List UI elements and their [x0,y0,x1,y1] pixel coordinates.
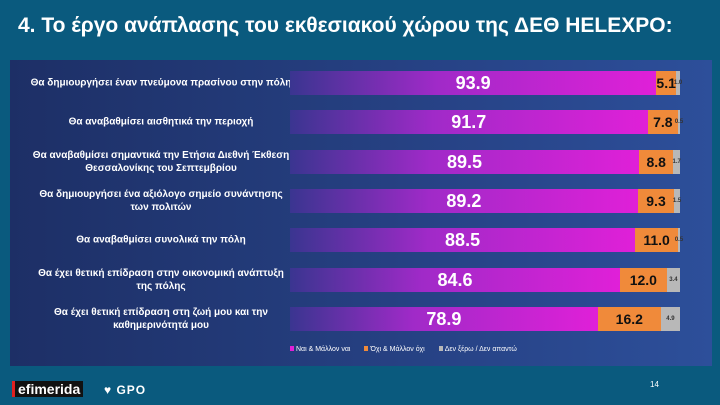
stacked-bar: 78.9 16.2 4.9 [290,307,680,331]
bar-segment-dontknow: 1.7 [673,150,681,174]
bar-segment-yes: 93.9 [290,71,657,95]
gpo-logo-text: GPO [116,383,147,397]
legend-label: Ναι & Μάλλον ναι [296,346,351,353]
row-label: Θα έχει θετική επίδραση στην οικονομική … [38,268,284,292]
bar-segment-dontknow: 0.5 [675,228,683,252]
row-label: Θα δημιουργήσει ένα αξιόλογο σημείο συνά… [39,189,283,213]
stacked-bar: 89.5 8.8 1.7 [290,150,681,174]
bar-segment-dontknow: 3.4 [666,268,680,292]
legend-swatch [364,346,369,351]
slide-title: 4. Το έργο ανάπλασης του εκθεσιακού χώρο… [18,14,673,37]
stacked-bar: 89.2 9.3 1.5 [290,189,681,213]
bar-segment-yes: 89.2 [290,189,638,213]
bar-segment-no: 12.0 [619,268,667,292]
chart-row: Θα δημιουργήσει έναν πνεύμονα πρασίνου σ… [10,71,712,95]
bar-segment-no: 16.2 [597,307,661,331]
stacked-bar: 91.7 7.8 0.5 [290,110,683,134]
legend-label: Δεν ξέρω / Δεν απαντώ [444,346,517,353]
chart-row: Θα έχει θετική επίδραση στη ζωή μου και … [10,307,712,331]
bar-segment-dontknow: 1.0 [674,71,682,95]
legend-item: Ναι & Μάλλον ναι [290,346,350,353]
bar-segment-no: 5.1 [656,71,677,95]
stacked-bar: 93.9 5.1 1.0 [290,71,682,95]
row-label: Θα αναβαθμίσει συνολικά την πόλη [76,234,246,246]
chart-row: Θα δημιουργήσει ένα αξιόλογο σημείο συνά… [10,189,712,213]
legend-item: Όχι & Μάλλον όχι [364,346,425,353]
row-label: Θα δημιουργήσει έναν πνεύμονα πρασίνου σ… [30,77,292,89]
legend-swatch [438,346,443,351]
legend-swatch [290,346,294,351]
bar-segment-dontknow: 1.5 [673,189,681,213]
row-label: Θα έχει θετική επίδραση στη ζωή μου και … [54,307,268,331]
bar-segment-no: 7.8 [647,110,679,134]
gpo-logo: ♥ GPO [104,383,147,397]
bar-segment-no: 9.3 [637,189,675,213]
legend-label: Όχι & Μάλλον όχι [370,346,425,353]
legend: Ναι & Μάλλον ναι Όχι & Μάλλον όχι Δεν ξέρω… [290,346,517,353]
bar-segment-yes: 88.5 [290,228,636,252]
chart-row: Θα αναβαθμίσει αισθητικά την περιοχή 91.7… [10,110,712,134]
efimerida-logo: efimerida [12,381,84,397]
legend-item: Δεν ξέρω / Δεν απαντώ [438,346,517,353]
bar-segment-no: 11.0 [635,228,679,252]
chart-row: Θα αναβαθμίσει συνολικά την πόλη 88.5 11.0… [10,228,712,252]
chart-row: Θα έχει θετική επίδραση στην οικονομική … [10,268,712,292]
bar-segment-dontknow: 0.5 [675,110,683,134]
row-label: Θα αναβαθμίσει αισθητικά την περιοχή [68,116,254,128]
page-number: 14 [650,380,659,389]
bar-segment-dontknow: 4.9 [660,307,680,331]
bar-segment-yes: 89.5 [290,150,640,174]
chart-row: Θα αναβαθμίσει σημαντικά την Ετήσια Διεθ… [10,150,712,174]
stacked-bar: 88.5 11.0 0.5 [290,228,683,252]
bar-segment-yes: 78.9 [290,307,598,331]
chart-panel: Θα δημιουργήσει έναν πνεύμονα πρασίνου σ… [10,60,712,366]
bar-segment-yes: 91.7 [290,110,648,134]
bar-segment-no: 8.8 [639,150,674,174]
stacked-bar: 84.6 12.0 3.4 [290,268,680,292]
bar-segment-yes: 84.6 [290,268,620,292]
row-label: Θα αναβαθμίσει σημαντικά την Ετήσια Διεθ… [32,150,290,174]
